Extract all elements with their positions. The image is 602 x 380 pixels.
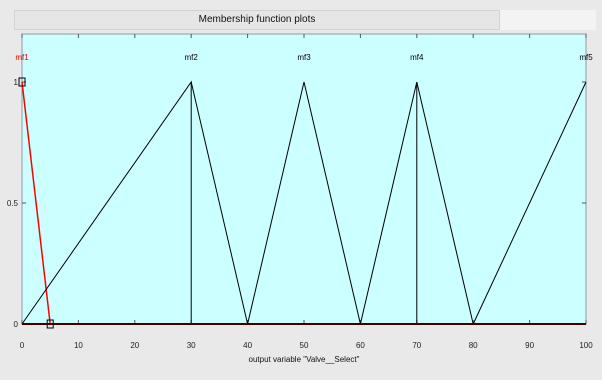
- plot-area[interactable]: [21, 33, 587, 325]
- x-tick-label: 80: [469, 341, 478, 350]
- mf-curve-mf5[interactable]: [472, 81, 587, 325]
- mf-label-mf1[interactable]: mf1: [15, 53, 29, 62]
- mf-curve-mf1[interactable]: [21, 81, 51, 325]
- x-tick-label: 10: [74, 341, 83, 350]
- x-tick-label: 40: [243, 341, 252, 350]
- mf-vertex-handle[interactable]: [18, 77, 26, 87]
- y-tick-label: 1: [14, 78, 19, 87]
- mf-curve-mf2[interactable]: [21, 80, 192, 325]
- x-tick-label: 50: [300, 341, 309, 350]
- x-tick-label: 70: [412, 341, 421, 350]
- mf-curve-mf3[interactable]: [247, 81, 361, 325]
- x-tick-label: 30: [187, 341, 196, 350]
- x-axis-label: output variable "Valve__Select": [249, 355, 360, 364]
- title-bar-extension: [500, 10, 596, 30]
- y-tick-label: 0: [14, 320, 19, 329]
- x-tick-labels: 0 10 20 30 40 50 60 70 80 90 100: [20, 341, 593, 350]
- x-tick-label: 0: [20, 341, 25, 350]
- mf-label-mf5[interactable]: mf5: [579, 53, 593, 62]
- mf-connector-line[interactable]: [190, 81, 249, 325]
- mf-label-mf4[interactable]: mf4: [410, 53, 424, 62]
- x-tick-label: 90: [525, 341, 534, 350]
- mf-labels[interactable]: mf1 mf2 mf3 mf4 mf5: [15, 53, 593, 62]
- mf-label-mf3[interactable]: mf3: [297, 53, 311, 62]
- mf-curve-mf4[interactable]: [359, 81, 418, 325]
- plot-title-bar: Membership function plots: [14, 10, 500, 30]
- mf-connector-line[interactable]: [416, 81, 474, 325]
- x-tick-label: 20: [130, 341, 139, 350]
- y-tick-labels: 00.51: [7, 78, 19, 329]
- plot-title: Membership function plots: [198, 14, 316, 25]
- x-tick-label: 60: [356, 341, 365, 350]
- mf-label-mf2[interactable]: mf2: [185, 53, 199, 62]
- x-tick-label: 100: [579, 341, 593, 350]
- y-tick-label: 0.5: [7, 199, 19, 208]
